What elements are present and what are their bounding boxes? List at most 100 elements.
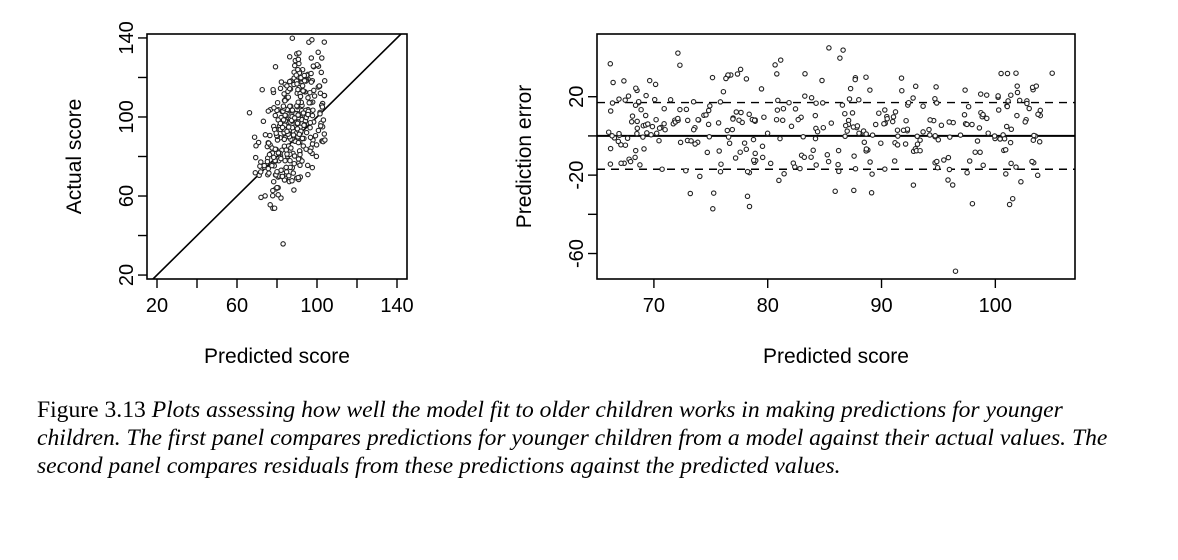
data-point: [297, 93, 304, 100]
data-point: [1013, 70, 1019, 76]
data-point: [642, 112, 649, 119]
data-point: [964, 169, 970, 176]
data-point: [252, 170, 259, 176]
data-point: [622, 142, 629, 148]
data-point: [645, 121, 651, 127]
data-point: [638, 106, 644, 113]
data-point: [291, 160, 297, 167]
data-point: [307, 134, 314, 141]
data-point: [267, 202, 273, 208]
data-point: [725, 134, 732, 140]
data-point: [289, 178, 295, 184]
data-point: [761, 114, 767, 120]
data-point: [297, 151, 303, 158]
data-point: [270, 178, 277, 185]
data-point: [322, 137, 328, 143]
data-point: [1007, 139, 1014, 146]
data-point: [265, 140, 272, 146]
data-point: [846, 96, 853, 102]
data-point: [773, 116, 780, 123]
data-point: [935, 137, 942, 143]
data-point: [856, 97, 862, 103]
data-point: [983, 92, 990, 98]
data-point: [644, 130, 650, 136]
data-point: [272, 112, 279, 119]
data-point: [826, 45, 832, 51]
data-point: [282, 112, 288, 119]
data-point: [776, 177, 782, 184]
data-point: [881, 121, 887, 127]
data-point: [628, 119, 635, 125]
data-point: [1018, 179, 1024, 185]
data-point: [1002, 147, 1009, 153]
data-point: [295, 112, 301, 118]
data-point: [977, 91, 984, 97]
data-point: [884, 116, 890, 122]
data-point: [259, 86, 265, 93]
data-point: [675, 50, 681, 56]
data-point: [895, 133, 901, 139]
data-point: [308, 70, 314, 77]
data-point: [319, 55, 325, 61]
data-point: [892, 109, 899, 115]
data-point: [318, 69, 325, 76]
data-point: [705, 121, 712, 128]
data-point: [301, 122, 307, 129]
data-point: [810, 147, 816, 154]
data-point: [300, 110, 307, 116]
data-point: [312, 132, 319, 139]
data-point: [641, 146, 647, 152]
data-point: [980, 111, 986, 118]
data-point: [274, 99, 281, 106]
data-point: [294, 126, 301, 132]
data-point: [1034, 172, 1041, 179]
data-point: [717, 99, 724, 105]
data-point: [313, 153, 320, 160]
plot-frame: [596, 33, 1076, 280]
data-point: [295, 174, 301, 181]
data-point: [847, 85, 854, 92]
data-point: [985, 130, 991, 136]
data-point: [640, 134, 646, 140]
data-point: [882, 166, 888, 172]
data-point: [281, 91, 287, 97]
data-point: [730, 116, 736, 122]
data-point: [852, 76, 858, 83]
data-point: [781, 171, 787, 177]
data-point: [802, 93, 808, 99]
data-point: [683, 167, 689, 174]
data-point: [301, 72, 308, 79]
data-point: [980, 162, 986, 169]
data-point: [867, 87, 873, 93]
data-point: [251, 134, 258, 140]
data-point: [633, 85, 639, 91]
data-point: [301, 78, 308, 84]
data-point: [741, 140, 748, 146]
y-tick-label: 20: [566, 86, 588, 108]
data-point: [734, 71, 741, 77]
data-point: [1036, 139, 1043, 145]
data-point: [969, 200, 976, 207]
data-point: [839, 102, 846, 108]
data-point: [949, 182, 956, 188]
data-point: [835, 161, 841, 168]
data-point: [1008, 92, 1014, 98]
data-point: [266, 151, 273, 158]
data-point: [317, 123, 324, 129]
data-point: [258, 159, 264, 165]
data-point: [299, 135, 306, 142]
data-point: [280, 241, 286, 247]
data-point: [310, 63, 317, 69]
data-point: [795, 116, 801, 123]
data-point: [677, 106, 683, 113]
data-point: [283, 164, 289, 171]
data-point: [819, 100, 826, 106]
data-point: [758, 86, 765, 92]
data-point: [851, 153, 857, 159]
data-point: [308, 79, 315, 85]
data-point: [1024, 100, 1030, 107]
data-point: [294, 120, 301, 127]
data-point: [287, 157, 293, 164]
data-point: [905, 99, 912, 106]
data-point: [637, 162, 643, 168]
